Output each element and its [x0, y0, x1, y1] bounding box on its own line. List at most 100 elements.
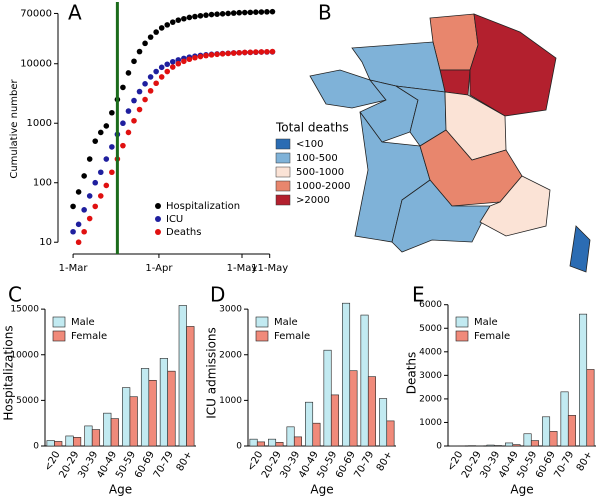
- y-tick-label: 2000: [219, 350, 242, 360]
- bar: [256, 441, 265, 447]
- point: [225, 10, 231, 17]
- point: [169, 64, 176, 70]
- point: [181, 58, 187, 65]
- legend-swatch: [275, 166, 291, 178]
- bar: [91, 429, 101, 447]
- bar: [275, 442, 284, 447]
- legend-label: ICU: [166, 214, 183, 225]
- y-tick-label: 0: [436, 442, 442, 452]
- bar: [579, 313, 588, 447]
- point: [136, 48, 143, 55]
- bar: [268, 438, 277, 447]
- panel-label: A: [68, 1, 82, 25]
- point: [158, 25, 165, 31]
- point: [203, 52, 209, 59]
- region: [469, 13, 557, 117]
- point: [258, 49, 265, 55]
- legend-swatch: [455, 330, 469, 342]
- bar: [122, 387, 131, 447]
- point: [70, 228, 76, 235]
- y-tick-label: 5000: [16, 396, 39, 406]
- bar: [330, 394, 339, 447]
- bar: [530, 440, 539, 447]
- point: [142, 80, 148, 87]
- x-tick-label: 80+: [175, 450, 195, 474]
- legend-label: 100-500: [296, 153, 338, 164]
- point: [247, 9, 254, 16]
- y-tick-label: 10000: [10, 350, 39, 360]
- y-tick-label: 0: [236, 442, 242, 452]
- bar: [140, 368, 150, 447]
- bar: [73, 437, 82, 447]
- point: [175, 60, 182, 67]
- legend-swatch: [275, 138, 291, 150]
- legend-marker: [155, 216, 161, 222]
- y-tick-label: 1000: [27, 118, 52, 129]
- y-tick-label: 3000: [419, 371, 442, 381]
- legend-swatch: [255, 330, 269, 342]
- point: [158, 74, 165, 80]
- y-tick-label: 3000: [219, 305, 242, 315]
- point: [236, 49, 243, 56]
- legend-swatch: [275, 194, 291, 206]
- point: [247, 49, 254, 56]
- x-tick-label: 80+: [375, 450, 395, 474]
- point: [136, 88, 143, 95]
- point: [120, 120, 126, 127]
- x-tick-label: 1-Apr: [145, 263, 173, 274]
- panel-label: B: [318, 1, 332, 25]
- legend-swatch: [275, 152, 291, 164]
- point: [253, 9, 259, 15]
- y-axis-label: Deaths: [405, 352, 419, 395]
- point: [131, 58, 137, 65]
- point: [186, 14, 193, 21]
- bar: [110, 418, 119, 447]
- panel-label: D: [210, 283, 225, 307]
- legend-swatch: [255, 316, 269, 328]
- point: [147, 74, 154, 80]
- bar: [323, 349, 332, 447]
- y-tick-label: 4000: [419, 347, 442, 357]
- point: [181, 15, 187, 22]
- bar: [342, 302, 351, 447]
- bar: [159, 358, 168, 447]
- point: [109, 109, 115, 116]
- bar: [367, 376, 376, 447]
- y-tick-label: 10000: [20, 59, 52, 70]
- bar: [549, 431, 558, 447]
- point: [192, 54, 198, 61]
- point: [86, 193, 93, 199]
- legend-label: Female: [474, 331, 510, 342]
- bar: [293, 436, 302, 447]
- point: [164, 61, 171, 68]
- y-tick-label: 0: [33, 442, 39, 452]
- y-tick-label: 70000: [20, 8, 52, 19]
- bar: [349, 370, 358, 447]
- legend-label: Female: [71, 331, 107, 342]
- point: [241, 49, 248, 56]
- point: [125, 70, 132, 76]
- x-tick-label: 80+: [575, 450, 595, 474]
- panel-label: C: [8, 283, 22, 307]
- bar: [46, 440, 55, 447]
- point: [147, 34, 154, 40]
- legend-label: 500-1000: [296, 167, 344, 178]
- point: [225, 50, 231, 57]
- y-tick-label: 15000: [10, 305, 39, 315]
- legend-label: <100: [296, 139, 323, 150]
- bar: [360, 314, 369, 447]
- bar: [523, 433, 532, 447]
- bar: [148, 379, 157, 447]
- y-tick-label: 1000: [219, 396, 242, 406]
- bar: [103, 412, 112, 447]
- y-axis-label: Hospitalizations: [2, 325, 16, 420]
- point: [92, 203, 99, 210]
- point: [142, 96, 148, 103]
- bar: [560, 391, 569, 447]
- y-tick-label: 2000: [419, 394, 442, 404]
- point: [131, 97, 137, 104]
- point: [158, 64, 165, 71]
- bar: [379, 398, 388, 447]
- legend-label: Male: [274, 317, 298, 328]
- point: [153, 68, 159, 75]
